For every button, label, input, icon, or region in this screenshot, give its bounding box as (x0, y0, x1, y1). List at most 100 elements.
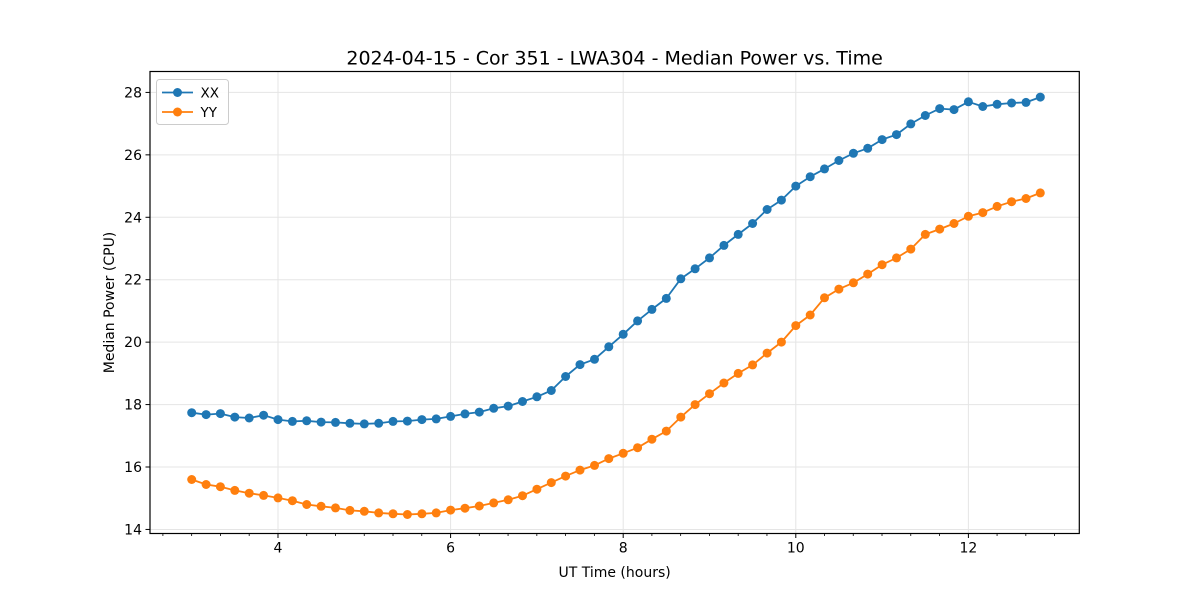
series-XX-point (892, 130, 901, 140)
series-XX-point (474, 407, 484, 417)
x-tick-label: 6 (446, 541, 455, 557)
series-YY-point (705, 389, 714, 399)
series-YY-point (992, 201, 1002, 211)
series-YY-point (503, 495, 513, 505)
legend-item-XX: XX (162, 85, 219, 101)
series-YY-point (719, 378, 729, 388)
series-XX-point (949, 105, 959, 115)
series-YY-point (518, 491, 527, 501)
series-XX-point (748, 219, 758, 228)
series-YY-point (187, 475, 197, 484)
series-YY-point (575, 465, 585, 475)
series-YY-line (190, 192, 1042, 516)
series-XX-point (287, 416, 297, 426)
series-XX-line (190, 96, 1042, 425)
series-YY-point (561, 471, 571, 481)
series-YY-point (474, 501, 484, 511)
series-XX-point (460, 409, 470, 419)
series-XX-point (244, 413, 254, 423)
series-YY-point (748, 360, 758, 370)
series-YY-point (906, 244, 916, 254)
series-YY-point (273, 493, 283, 503)
series-XX-point (561, 372, 571, 381)
series-XX-point (518, 397, 527, 406)
series-YY-point (1007, 197, 1017, 207)
series-XX-point (575, 360, 585, 370)
series-YY-point (820, 293, 829, 303)
series-YY-point (259, 490, 269, 500)
series-YY-point (230, 485, 240, 495)
series-YY-point (892, 253, 901, 263)
series-YY-point (877, 260, 887, 270)
series-XX-point (805, 172, 815, 182)
x-tick-label: 8 (619, 541, 628, 557)
series-YY-point (201, 480, 211, 489)
legend-label: XX (201, 85, 220, 101)
y-tick-label: 22 (124, 273, 142, 289)
series-XX-point (676, 274, 686, 284)
series-YY-point (1035, 188, 1045, 198)
series-YY-point (661, 426, 671, 436)
x-tick-label: 10 (787, 541, 805, 557)
legend-swatch-marker (173, 88, 182, 97)
y-tick-label: 28 (124, 85, 142, 101)
series-YY-point (791, 321, 801, 331)
series-YY-point (978, 208, 988, 218)
series-XX-point (647, 304, 657, 314)
series-XX-point (661, 293, 671, 303)
series-XX-point (762, 205, 772, 214)
series-YY-point (244, 488, 254, 498)
series-XX-point (345, 418, 355, 428)
series-XX-point (388, 416, 398, 426)
series-XX-point (705, 253, 714, 263)
series-YY-point (359, 506, 369, 516)
series-XX-point (978, 102, 988, 111)
series-YY-point (532, 484, 542, 494)
series-YY-point (431, 508, 441, 518)
series-XX-point (201, 410, 211, 420)
y-tick-label: 16 (124, 460, 142, 476)
series-YY-point (690, 400, 700, 410)
series-XX-point (1035, 92, 1045, 102)
series-XX-point (834, 156, 844, 165)
series-XX-point (992, 99, 1002, 109)
series-XX-point (417, 415, 427, 425)
chart-title: 2024-04-15 - Cor 351 - LWA304 - Median P… (346, 48, 882, 70)
series-XX-point (331, 417, 340, 427)
series-YY-point (805, 310, 815, 320)
series-YY-point (776, 337, 786, 347)
series-XX-point (503, 401, 513, 411)
series-XX-point (906, 119, 916, 129)
series-XX-point (848, 148, 858, 158)
series-XX-point (963, 97, 973, 107)
series-XX-point (316, 417, 326, 427)
plot-border (149, 70, 1080, 535)
series-YY-point (633, 443, 643, 453)
series-XX-point (633, 316, 643, 326)
series-YY-point (489, 498, 499, 508)
series-YY-point (316, 501, 326, 511)
series-XX-point (1021, 97, 1031, 107)
series-YY-point (215, 482, 225, 492)
y-tick-label: 24 (124, 210, 142, 226)
series-XX-point (920, 111, 930, 120)
series-XX-point (590, 354, 599, 364)
legend-swatch-marker (173, 107, 182, 117)
series-XX-point (604, 342, 614, 352)
series-XX-point (359, 419, 369, 429)
y-tick-label: 20 (124, 335, 142, 351)
legend: XX YY (156, 79, 229, 125)
series-YY-point (762, 348, 772, 358)
series-YY-point (935, 224, 945, 234)
series-YY-point (590, 460, 599, 470)
series-XX-point (532, 392, 542, 402)
series-YY-point (834, 284, 844, 294)
series-YY-point (647, 434, 657, 444)
series-YY-point (331, 503, 340, 513)
series-XX-point (273, 415, 283, 425)
series-YY-point (446, 505, 456, 515)
series-XX-point (546, 386, 556, 395)
legend-item-YY: YY (162, 105, 218, 121)
series-YY-point (920, 229, 930, 239)
series-XX-point (863, 143, 873, 153)
